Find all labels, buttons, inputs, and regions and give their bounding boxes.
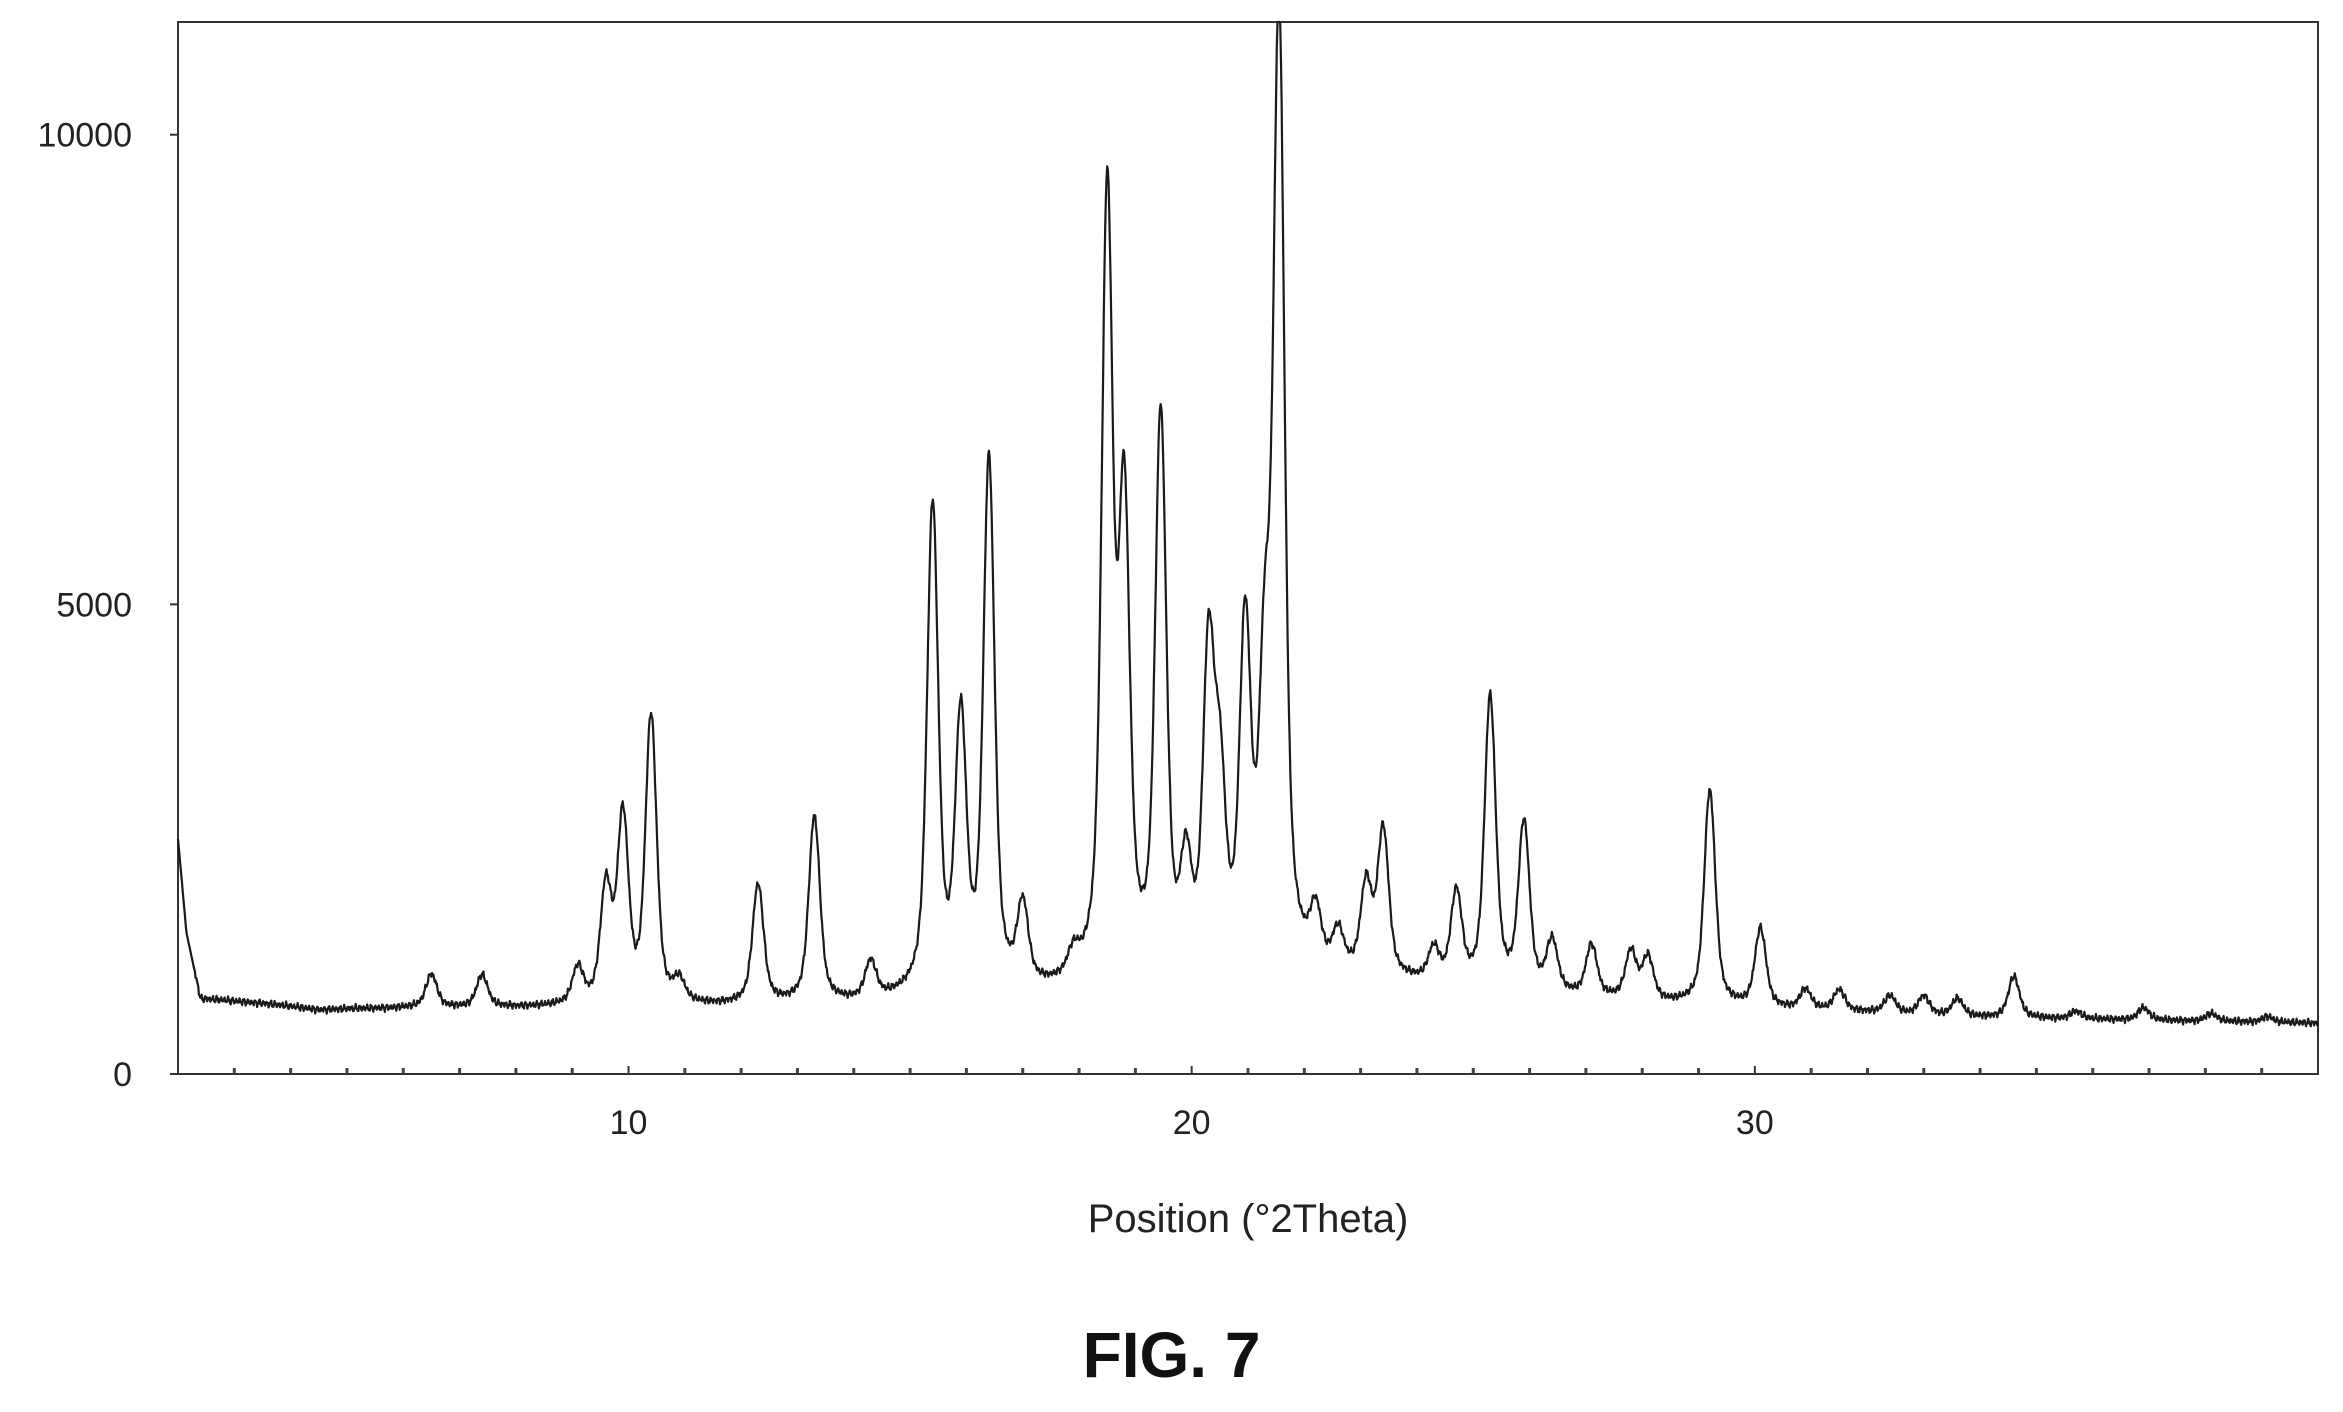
x-minor-tick <box>1584 1068 1588 1073</box>
x-minor-tick <box>1021 1068 1025 1073</box>
x-minor-tick <box>2147 1068 2151 1073</box>
y-tick-label: 5000 <box>56 586 132 624</box>
axis-ticks: 10 20 30 0 5000 10000 <box>37 117 2264 1142</box>
diffraction-pattern-series <box>176 20 2319 1028</box>
x-minor-tick <box>1978 1068 1982 1073</box>
x-minor-tick <box>1922 1068 1926 1073</box>
x-minor-tick <box>1471 1068 1475 1073</box>
x-minor-tick <box>1246 1068 1250 1073</box>
x-minor-tick <box>964 1068 968 1073</box>
x-minor-tick <box>1133 1068 1137 1073</box>
y-tick-label: 10000 <box>37 117 132 155</box>
x-minor-tick <box>345 1068 349 1073</box>
x-minor-tick <box>1359 1068 1363 1073</box>
x-axis-title: Position (°2Theta) <box>1088 1197 1409 1241</box>
x-minor-tick <box>458 1068 462 1073</box>
y-tick-label: 0 <box>113 1056 132 1094</box>
x-minor-tick <box>514 1068 518 1073</box>
x-tick-label: 10 <box>610 1104 648 1142</box>
x-minor-tick <box>739 1068 743 1073</box>
x-minor-tick <box>795 1068 799 1073</box>
x-minor-tick <box>232 1068 236 1073</box>
plot-area-frame <box>177 21 2319 1075</box>
x-minor-tick <box>1640 1068 1644 1073</box>
x-minor-tick <box>1697 1068 1701 1073</box>
x-minor-tick <box>1809 1068 1813 1073</box>
x-minor-tick <box>401 1068 405 1073</box>
x-minor-tick <box>2034 1068 2038 1073</box>
x-minor-tick <box>908 1068 912 1073</box>
x-minor-tick <box>2091 1068 2095 1073</box>
x-minor-tick <box>683 1068 687 1073</box>
x-minor-tick <box>2260 1068 2264 1073</box>
x-tick-label: 20 <box>1173 1104 1211 1142</box>
x-tick-label: 30 <box>1736 1104 1774 1142</box>
x-minor-tick <box>570 1068 574 1073</box>
x-minor-tick <box>289 1068 293 1073</box>
x-minor-tick <box>2203 1068 2207 1073</box>
x-minor-tick <box>1302 1068 1306 1073</box>
x-minor-tick <box>1077 1068 1081 1073</box>
x-minor-tick <box>1528 1068 1532 1073</box>
x-minor-tick <box>852 1068 856 1073</box>
x-minor-tick <box>1415 1068 1419 1073</box>
figure-label: FIG. 7 <box>1082 1319 1261 1391</box>
x-minor-tick <box>1865 1068 1869 1073</box>
